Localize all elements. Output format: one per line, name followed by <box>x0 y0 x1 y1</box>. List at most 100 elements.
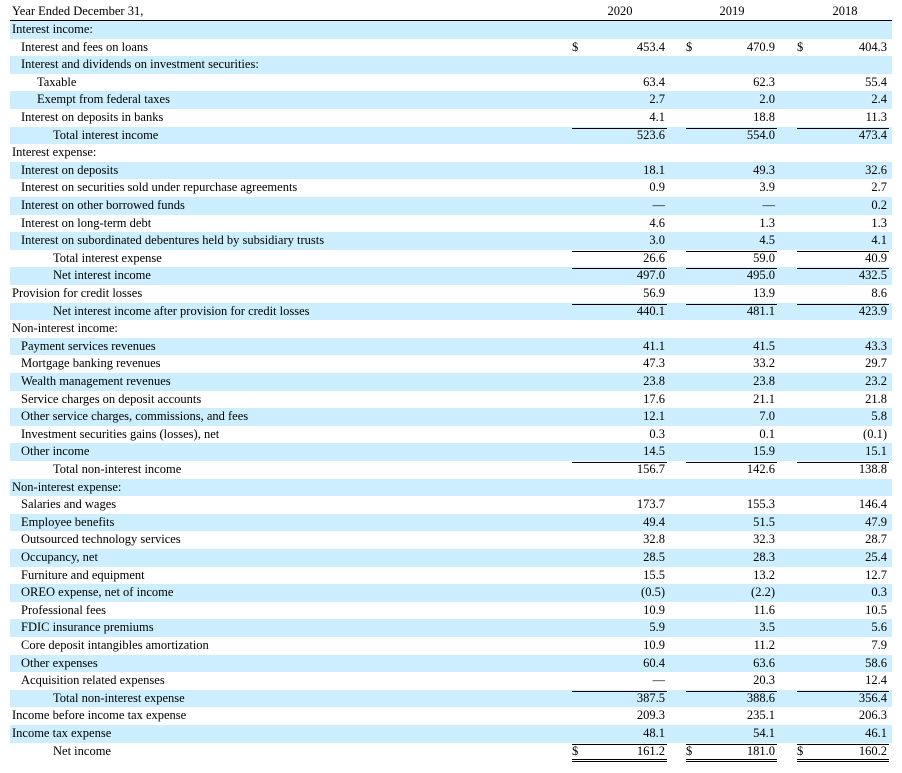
total-rule <box>572 250 667 252</box>
cell-value: 5.6 <box>871 620 887 635</box>
cell-value: 404.3 <box>858 39 887 54</box>
cell-value: — <box>762 198 776 212</box>
row-label: Payment services revenues <box>21 338 156 353</box>
row-label: Interest on long-term debt <box>21 215 152 230</box>
cell-value: (0.5) <box>641 585 665 600</box>
cell-value: 3.9 <box>759 180 775 195</box>
cell-value: 20.3 <box>753 673 775 688</box>
table-row <box>10 513 892 532</box>
cell-value: 2.4 <box>871 92 887 107</box>
total-rule <box>797 303 889 305</box>
currency-symbol: $ <box>572 39 579 54</box>
cell-value: 28.5 <box>643 550 665 564</box>
cell-value: 17.6 <box>643 391 665 406</box>
cell-value: 142.6 <box>746 462 775 476</box>
cell-value: 7.0 <box>759 409 775 424</box>
cell-value: 49.3 <box>753 162 775 177</box>
total-rule <box>686 462 777 463</box>
table-row <box>10 267 892 285</box>
cell-value: 28.7 <box>865 532 887 547</box>
cell-value: 138.8 <box>858 462 887 476</box>
cell-value: 23.2 <box>865 374 887 388</box>
cell-value: 2.0 <box>759 92 775 107</box>
cell-value: 25.4 <box>865 550 887 564</box>
cell-value: 11.3 <box>865 110 887 124</box>
cell-value: 47.9 <box>865 514 887 529</box>
total-rule <box>686 303 777 305</box>
currency-symbol: $ <box>686 39 693 54</box>
row-label: Total interest expense <box>53 250 162 265</box>
double-rule <box>797 759 889 761</box>
row-label: Wealth management revenues <box>21 374 171 388</box>
row-label: Total non-interest expense <box>53 690 185 705</box>
cell-value: 40.9 <box>865 250 887 265</box>
row-label: Acquisition related expenses <box>21 673 165 688</box>
table-row <box>10 584 892 602</box>
cell-value: 10.9 <box>643 638 665 652</box>
cell-value: 54.1 <box>753 726 775 740</box>
cell-value: 60.4 <box>643 655 665 670</box>
cell-value: 4.5 <box>759 233 775 248</box>
cell-value: 4.1 <box>649 110 665 124</box>
cell-value: 5.8 <box>871 409 887 424</box>
cell-value: 15.9 <box>753 444 775 459</box>
cell-value: 0.3 <box>871 585 887 600</box>
table-row <box>10 689 892 708</box>
cell-value: 156.7 <box>636 462 665 476</box>
cell-value: 453.4 <box>636 39 665 54</box>
row-label: Total non-interest income <box>53 462 182 476</box>
cell-value: 495.0 <box>746 268 775 283</box>
cell-value: 21.8 <box>865 391 887 406</box>
row-label: FDIC insurance premiums <box>21 620 154 635</box>
row-label: Furniture and equipment <box>21 567 145 582</box>
cell-value: 59.0 <box>753 250 775 265</box>
cell-value: 32.6 <box>865 162 887 177</box>
total-rule <box>686 743 777 745</box>
cell-value: 11.2 <box>753 638 775 652</box>
cell-value: 15.1 <box>865 444 887 459</box>
cell-value: 0.3 <box>649 426 665 441</box>
table-row <box>10 478 892 497</box>
table-row <box>10 619 892 637</box>
cell-value: 13.9 <box>753 286 775 300</box>
total-rule <box>572 690 667 692</box>
row-label: Professional fees <box>21 602 107 617</box>
cell-value: 209.3 <box>636 708 665 723</box>
table-row <box>10 408 892 426</box>
row-label: Salaries and wages <box>21 497 117 512</box>
double-rule <box>686 761 777 763</box>
cell-value: 1.3 <box>759 215 775 230</box>
row-label: Net interest income <box>53 268 151 283</box>
header-label: Year Ended December 31, <box>12 4 144 18</box>
row-label: Non-interest income: <box>12 321 118 336</box>
cell-value: 2.7 <box>649 92 665 107</box>
row-label: Other expenses <box>21 655 98 670</box>
cell-value: 12.4 <box>865 673 887 688</box>
table-row <box>10 161 892 180</box>
cell-value: 3.5 <box>759 620 775 635</box>
cell-value: 432.5 <box>858 268 887 283</box>
cell-value: 181.0 <box>746 743 775 758</box>
cell-value: 51.5 <box>753 514 775 529</box>
cell-value: 440.1 <box>636 303 665 318</box>
table-row <box>10 373 892 391</box>
cell-value: 146.4 <box>858 497 887 512</box>
row-label: Investment securities gains (losses), ne… <box>21 426 220 441</box>
row-label: Interest on subordinated debentures held… <box>21 233 325 248</box>
total-rule <box>686 690 777 692</box>
cell-value: 15.5 <box>643 567 665 582</box>
cell-value: 43.3 <box>865 338 887 353</box>
cell-value: 5.9 <box>649 620 665 635</box>
cell-value: 0.2 <box>871 198 887 212</box>
total-rule <box>686 250 777 252</box>
row-label: Income tax expense <box>12 726 112 740</box>
table-row <box>10 126 892 145</box>
table-row <box>10 443 892 461</box>
table-row <box>10 56 892 74</box>
total-rule <box>572 743 667 745</box>
row-label: Interest and dividends on investment sec… <box>21 57 259 72</box>
total-rule <box>797 690 889 692</box>
row-label: Interest on deposits in banks <box>21 110 164 124</box>
total-rule <box>686 127 777 129</box>
